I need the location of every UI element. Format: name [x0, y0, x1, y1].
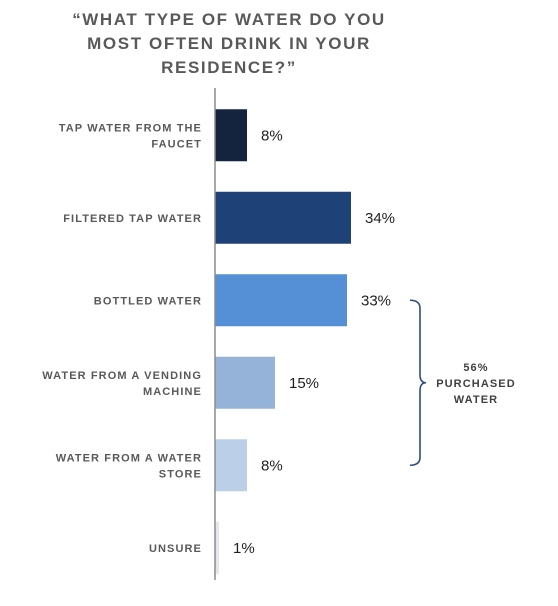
annotation-label-line-1: 56% — [463, 362, 488, 374]
category-label-2: FILTERED TAP WATER — [63, 213, 202, 225]
category-label-5-line-1: WATER FROM A WATER — [56, 452, 202, 464]
category-label-4-line-2: MACHINE — [143, 386, 202, 398]
annotation-label-line-2: PURCHASED — [436, 378, 516, 390]
category-label-1-line-1: TAP WATER FROM THE — [59, 122, 202, 134]
value-label-4: 15% — [289, 375, 319, 392]
value-label-2: 34% — [365, 210, 395, 227]
chart-title-line-3: RESIDENCE?” — [161, 58, 297, 77]
value-label-3: 33% — [361, 292, 391, 309]
bar-4 — [215, 356, 275, 409]
value-label-1: 8% — [261, 127, 283, 144]
value-label-6: 1% — [233, 540, 255, 557]
chart-title-line-2: MOST OFTEN DRINK IN YOUR — [87, 34, 371, 53]
category-label-4-line-1: WATER FROM A VENDING — [42, 370, 202, 382]
category-label-6: UNSURE — [149, 543, 202, 555]
category-label-3: BOTTLED WATER — [94, 295, 202, 307]
purchased-water-bracket — [409, 299, 427, 467]
bar-3 — [215, 274, 347, 327]
bar-5 — [215, 439, 247, 492]
bar-6 — [215, 521, 219, 574]
bar-2 — [215, 191, 351, 244]
value-label-5: 8% — [261, 457, 283, 474]
chart-title-line-1: “WHAT TYPE OF WATER DO YOU — [72, 10, 386, 29]
category-label-1-line-2: FAUCET — [151, 138, 202, 150]
category-label-5-line-2: STORE — [159, 468, 202, 480]
annotation-label-line-3: WATER — [454, 394, 498, 406]
bar-1 — [215, 109, 247, 162]
chart-title: “WHAT TYPE OF WATER DO YOU MOST OFTEN DR… — [0, 8, 458, 80]
